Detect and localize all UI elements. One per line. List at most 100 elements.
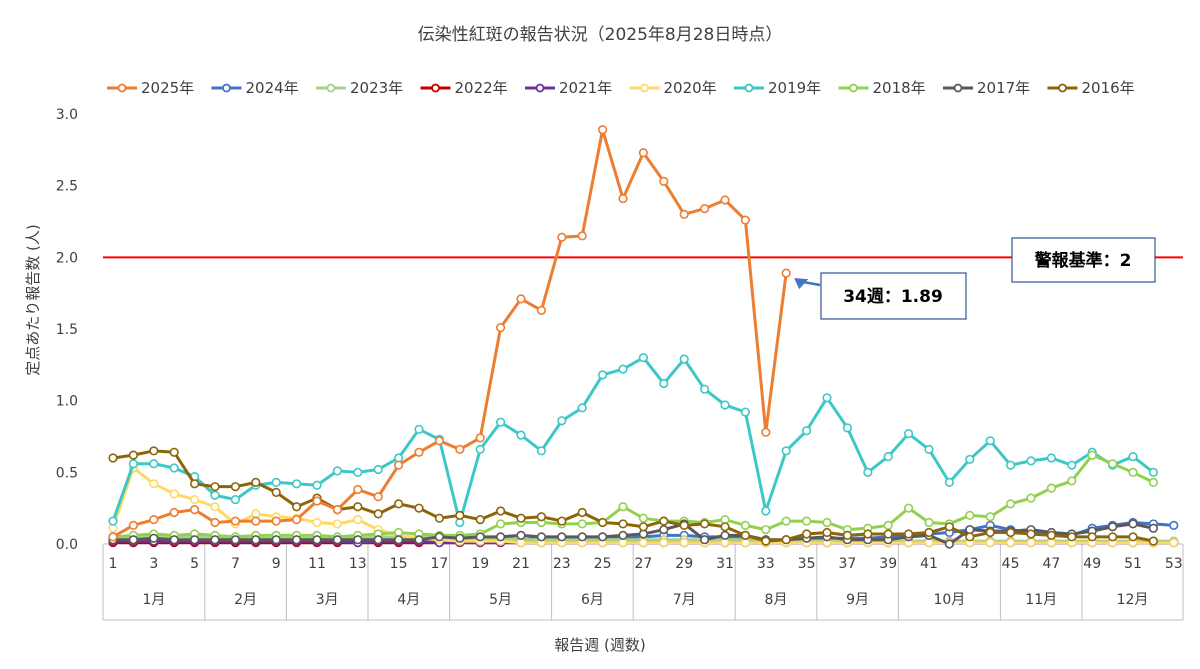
data-point [169, 463, 179, 473]
data-point [353, 515, 363, 525]
data-point [394, 460, 404, 470]
data-point [1026, 456, 1036, 466]
y-axis-ticks: 0.0 0.5 1.0 1.5 2.0 2.5 3.0 [56, 107, 78, 553]
data-point [332, 505, 343, 515]
legend-swatch-marker [640, 83, 649, 93]
data-point [720, 400, 730, 410]
data-point [475, 433, 485, 443]
data-point [230, 516, 240, 526]
data-point [740, 520, 751, 530]
data-point [1046, 483, 1056, 493]
x-tick-label: 39 [879, 556, 897, 572]
data-point [1067, 532, 1077, 542]
data-point [169, 447, 179, 457]
data-point [434, 532, 445, 542]
data-point [638, 353, 649, 363]
y-tick-label: 0.0 [56, 537, 78, 553]
data-point [414, 424, 424, 434]
data-point [230, 494, 240, 505]
data-point [842, 530, 853, 541]
y-tick-label: 2.0 [56, 250, 78, 266]
month-label: 7月 [673, 592, 696, 608]
data-point [149, 459, 159, 469]
data-point [1046, 530, 1056, 541]
data-point [536, 305, 547, 315]
data-point [434, 436, 445, 446]
data-point [801, 516, 812, 526]
data-point [638, 513, 649, 523]
data-point [210, 535, 220, 545]
data-point [883, 520, 893, 530]
legend-entry: 2023年 [350, 79, 403, 97]
data-point [965, 454, 975, 465]
data-point [1148, 477, 1158, 487]
data-point [985, 537, 995, 548]
month-label: 9月 [846, 592, 869, 608]
y-tick-label: 3.0 [56, 107, 78, 123]
data-point [618, 193, 628, 204]
data-point [190, 479, 200, 489]
data-point [496, 519, 506, 529]
data-point [516, 430, 526, 440]
data-point [720, 522, 730, 532]
data-point [924, 444, 934, 455]
data-point [536, 512, 547, 522]
x-tick-label: 19 [471, 556, 489, 572]
x-tick-label: 49 [1083, 556, 1101, 572]
data-point [394, 535, 404, 545]
data-point [781, 516, 791, 526]
x-tick-label: 15 [390, 556, 408, 572]
data-point [373, 535, 383, 545]
data-point [516, 294, 526, 304]
x-tick-label: 31 [716, 556, 734, 572]
data-point [353, 467, 363, 477]
month-label: 4月 [397, 592, 420, 608]
data-point [944, 522, 955, 532]
data-point [1148, 536, 1158, 546]
x-tick-label: 27 [634, 556, 652, 572]
month-label: 3月 [316, 592, 339, 608]
data-point [190, 494, 200, 505]
data-point [1128, 451, 1138, 462]
data-point [210, 517, 220, 528]
x-tick-label: 29 [675, 556, 693, 572]
data-point [577, 403, 587, 413]
data-point [618, 519, 628, 529]
data-point [597, 532, 608, 542]
series-group [108, 125, 1179, 549]
data-point [720, 195, 730, 205]
data-point [822, 517, 832, 528]
x-tick-label: 25 [594, 556, 612, 572]
data-point [516, 513, 526, 523]
data-point [1107, 522, 1118, 532]
data-point [761, 427, 771, 437]
data-point [659, 378, 669, 389]
data-point [149, 515, 159, 525]
data-point [618, 530, 628, 541]
data-point [1087, 450, 1097, 460]
data-point [108, 453, 118, 463]
series-2016年 [108, 446, 1158, 546]
data-point [557, 516, 567, 526]
data-point [434, 513, 445, 523]
data-point [292, 479, 302, 489]
x-tick-label: 21 [512, 556, 530, 572]
data-point [699, 535, 710, 545]
data-point [210, 490, 220, 500]
y-tick-label: 1.0 [56, 394, 78, 410]
data-point [699, 204, 710, 214]
legend-swatch-marker [431, 83, 440, 93]
data-point [679, 520, 689, 530]
legend-swatch-marker [1058, 83, 1067, 93]
data-point [965, 510, 975, 520]
data-point [1107, 532, 1118, 542]
data-point [108, 516, 118, 526]
month-label: 6月 [581, 592, 604, 608]
data-point [1169, 520, 1179, 530]
data-point [577, 231, 587, 241]
month-label: 2月 [234, 592, 257, 608]
data-point [557, 532, 567, 542]
x-tick-label: 17 [430, 556, 448, 572]
data-point [536, 532, 547, 542]
series-line [112, 453, 1155, 539]
